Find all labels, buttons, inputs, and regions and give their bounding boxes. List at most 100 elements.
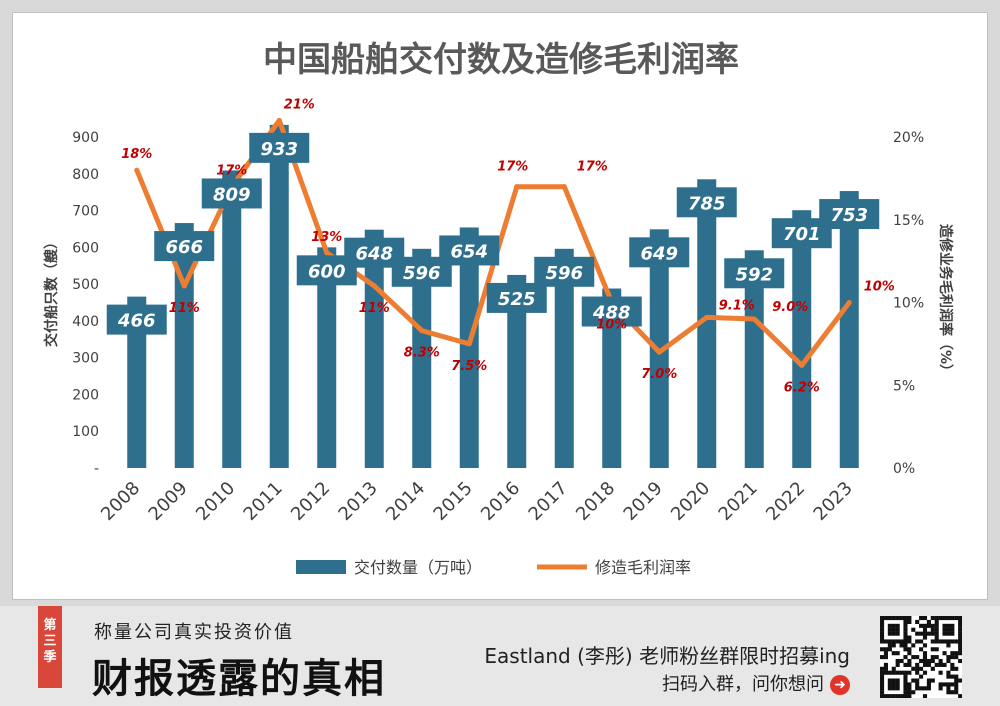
footer-banner: 第 三 季 称量公司真实投资价值 财报透露的真相 Eastland (李彤) 老… (0, 606, 1000, 706)
bar-labels: 466 666 809 933 600 648 596 654 525 596 488 649 785 5… (106, 132, 880, 335)
y2-tick-label: 20% (893, 130, 924, 146)
y2-axis-ticks: 0% 5% 10% 15% 20% (893, 130, 924, 477)
category-label: 2019 (620, 478, 667, 525)
bar-value-label: 596 (545, 263, 583, 284)
y-tick-label: 800 (72, 167, 99, 183)
rate-labels: 18% 11% 17% 21% 13% 11% 8.3% 7.5% 17% 17% 10% 7.0% 9… (121, 97, 895, 395)
rate-value-label: 18% (121, 147, 152, 162)
bar (839, 191, 859, 468)
rate-point (276, 117, 282, 123)
bar-value-label: 488 (592, 303, 631, 324)
bar-label-box (629, 237, 690, 268)
bar-label-box (106, 304, 167, 335)
legend-bar-label: 交付数量（万吨） (354, 558, 482, 577)
bar-value-label: 592 (735, 264, 773, 285)
arrow-right-circle-icon[interactable]: ➜ (830, 675, 850, 695)
recruit-text: Eastland (李彤) 老师粉丝群限时招募ing (484, 644, 850, 668)
bar-value-label: 649 (640, 243, 678, 264)
footer-slogan: 称量公司真实投资价值 (94, 622, 294, 643)
rate-point (324, 250, 330, 256)
bar-value-label: 600 (308, 261, 346, 282)
rate-value-label: 7.5% (451, 359, 487, 374)
bar (174, 223, 194, 468)
rate-point (561, 184, 567, 190)
rate-value-label: 21% (284, 97, 315, 112)
category-label: 2023 (810, 478, 857, 525)
category-label: 2015 (430, 478, 477, 525)
bar (554, 248, 574, 468)
badge-char: 第 (43, 618, 57, 633)
scan-cta[interactable]: 扫码入群，问你想问 ➜ (662, 670, 850, 696)
rate-point (656, 349, 662, 355)
footer-brand: 财报透露的真相 (92, 655, 386, 702)
bar-label-box (534, 256, 595, 287)
category-label: 2018 (572, 478, 619, 525)
rate-value-label: 10% (596, 318, 627, 333)
rate-point (514, 184, 520, 190)
rate-value-label: 9.0% (772, 300, 808, 315)
qr-code-icon[interactable] (880, 616, 962, 698)
rate-value-label: 11% (169, 301, 200, 316)
bar-value-label: 933 (260, 139, 298, 160)
bar-label-box (724, 258, 785, 289)
bar-label-box (154, 231, 215, 262)
rate-point (181, 283, 187, 289)
bar-label-box (581, 296, 642, 327)
category-labels: 2008 2009 2010 2011 2012 2013 2014 2015 2016 2017… (97, 478, 857, 525)
season-badge: 第 三 季 (38, 606, 62, 688)
y-tick-label: 500 (72, 277, 99, 293)
bar (127, 296, 147, 468)
category-label: 2013 (335, 478, 382, 525)
bar-label-box (486, 282, 547, 313)
bar-label-box (201, 178, 262, 209)
y2-tick-label: 10% (893, 296, 924, 312)
rate-value-label: 8.3% (404, 346, 440, 361)
y-tick-label: 400 (72, 314, 99, 330)
legend-bar-swatch (296, 560, 346, 574)
bar-label-box (249, 132, 310, 163)
bar-value-label: 809 (213, 184, 251, 205)
bar (697, 179, 717, 469)
rate-value-label: 10% (864, 280, 895, 295)
y-tick-label: 900 (72, 130, 99, 146)
category-label: 2016 (477, 478, 524, 525)
y-tick-label: 600 (72, 240, 99, 256)
y2-tick-label: 5% (893, 378, 915, 394)
chart: 中国船舶交付数及造修毛利润率 - 100 200 300 400 500 600 700 800… (43, 40, 954, 577)
rate-point (846, 300, 852, 305)
bar (792, 210, 812, 468)
y2-tick-label: 15% (893, 213, 924, 229)
category-label: 2011 (240, 478, 287, 525)
category-label: 2008 (97, 478, 144, 525)
chart-frame: 中国船舶交付数及造修毛利润率 - 100 200 300 400 500 600 700 800… (12, 12, 988, 600)
rate-value-label: 17% (216, 164, 247, 179)
bar-value-label: 525 (498, 289, 536, 310)
rate-value-label: 6.2% (784, 380, 820, 395)
bar-value-label: 648 (355, 244, 393, 265)
y-axis-ticks: - 100 200 300 400 500 600 700 800 900 (72, 130, 99, 477)
legend-line-label: 修造毛利润率 (595, 558, 691, 577)
bar-value-label: 666 (165, 237, 203, 258)
y2-tick-label: 0% (893, 461, 915, 477)
bar (459, 227, 479, 468)
bar-value-label: 701 (783, 224, 821, 245)
bar (602, 288, 622, 468)
bar-label-box (676, 187, 737, 218)
category-label: 2014 (382, 478, 429, 525)
y-axis-label: 交付船只数（艘） (43, 235, 60, 347)
bar-value-label: 753 (830, 205, 868, 226)
bar (269, 124, 289, 468)
category-label: 2009 (145, 478, 192, 525)
bar-label-box (819, 199, 880, 230)
y2-axis-label: 造修业务毛利润率（%） (937, 224, 954, 378)
category-label: 2012 (287, 478, 334, 525)
bar (317, 247, 337, 468)
rate-value-label: 17% (577, 160, 608, 175)
rate-value-label: 13% (311, 230, 342, 245)
rate-value-label: 17% (497, 160, 528, 175)
bar-value-label: 654 (450, 241, 488, 262)
badge-char: 季 (43, 650, 57, 665)
bar-value-label: 596 (403, 263, 441, 284)
rate-point (371, 283, 377, 289)
bar-label-box (439, 235, 500, 266)
